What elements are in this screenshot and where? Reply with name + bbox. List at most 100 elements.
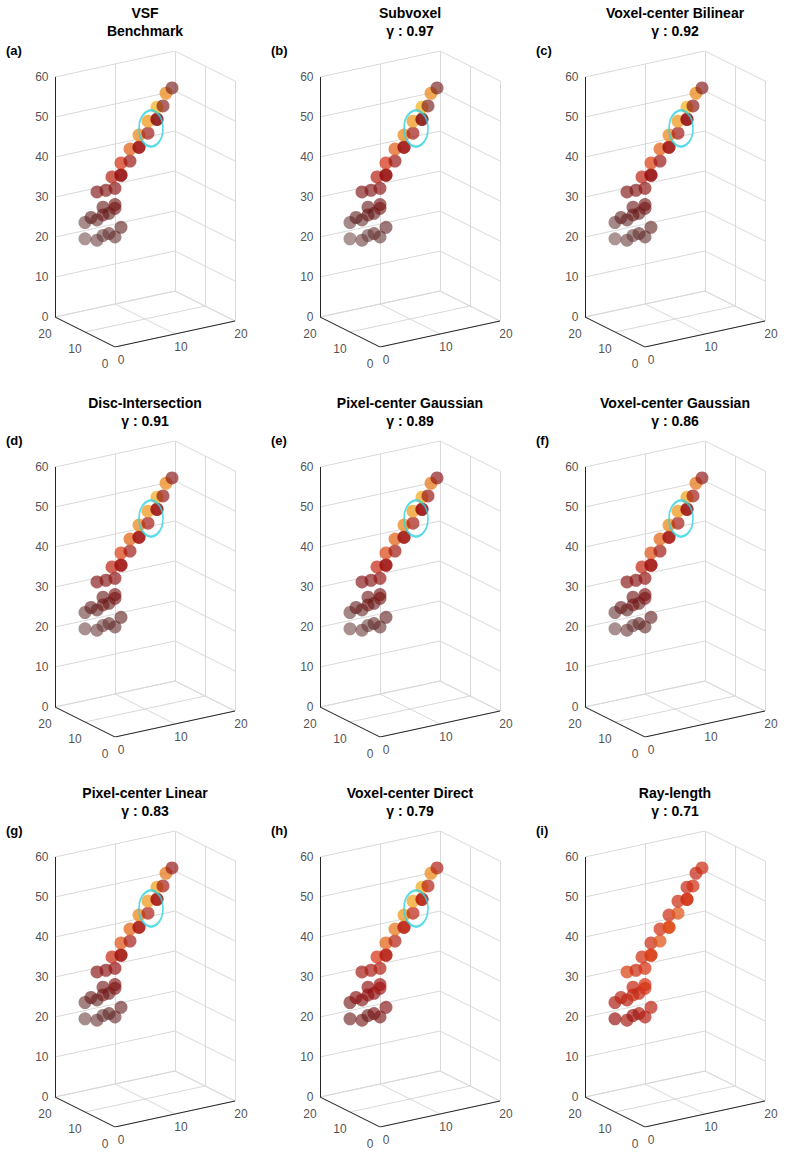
- svg-text:0: 0: [102, 357, 109, 371]
- svg-text:10: 10: [333, 342, 347, 356]
- svg-text:VSF: VSF: [131, 5, 159, 21]
- svg-text:(b): (b): [271, 43, 288, 58]
- svg-text:20: 20: [568, 717, 582, 731]
- svg-text:0: 0: [632, 747, 639, 761]
- svg-text:(c): (c): [536, 43, 552, 58]
- svg-text:Disc-Intersection: Disc-Intersection: [88, 395, 202, 411]
- svg-text:(f): (f): [536, 433, 549, 448]
- svg-text:40: 40: [300, 540, 314, 554]
- svg-text:40: 40: [35, 930, 49, 944]
- svg-text:0: 0: [42, 700, 49, 714]
- svg-text:20: 20: [300, 620, 314, 634]
- svg-text:20: 20: [303, 327, 317, 341]
- svg-text:20: 20: [300, 1010, 314, 1024]
- svg-text:20: 20: [300, 230, 314, 244]
- svg-text:60: 60: [35, 70, 49, 84]
- svg-text:20: 20: [234, 1107, 248, 1121]
- svg-text:10: 10: [565, 1050, 579, 1064]
- svg-text:Benchmark: Benchmark: [107, 23, 183, 39]
- svg-text:20: 20: [35, 1010, 49, 1024]
- svg-text:0: 0: [632, 1137, 639, 1151]
- svg-text:0: 0: [572, 1090, 579, 1104]
- svg-text:20: 20: [303, 717, 317, 731]
- svg-text:30: 30: [300, 970, 314, 984]
- svg-text:0: 0: [572, 310, 579, 324]
- svg-text:20: 20: [234, 717, 248, 731]
- svg-text:γ : 0.83: γ : 0.83: [121, 803, 169, 819]
- svg-text:10: 10: [704, 340, 718, 354]
- svg-text:50: 50: [300, 890, 314, 904]
- svg-text:0: 0: [367, 357, 374, 371]
- svg-text:30: 30: [300, 190, 314, 204]
- svg-text:50: 50: [35, 110, 49, 124]
- svg-text:20: 20: [35, 230, 49, 244]
- svg-text:10: 10: [598, 342, 612, 356]
- svg-text:0: 0: [118, 1133, 125, 1147]
- svg-text:50: 50: [35, 890, 49, 904]
- svg-text:60: 60: [300, 850, 314, 864]
- svg-text:Voxel-center Direct: Voxel-center Direct: [347, 785, 474, 801]
- svg-text:50: 50: [35, 500, 49, 514]
- svg-text:30: 30: [565, 580, 579, 594]
- svg-text:20: 20: [303, 1107, 317, 1121]
- svg-text:20: 20: [568, 1107, 582, 1121]
- svg-text:20: 20: [499, 717, 513, 731]
- svg-text:γ : 0.97: γ : 0.97: [386, 23, 434, 39]
- svg-text:30: 30: [300, 580, 314, 594]
- svg-text:60: 60: [300, 70, 314, 84]
- svg-text:20: 20: [35, 620, 49, 634]
- svg-text:20: 20: [764, 1107, 778, 1121]
- svg-text:10: 10: [300, 270, 314, 284]
- svg-text:0: 0: [307, 310, 314, 324]
- svg-text:0: 0: [307, 1090, 314, 1104]
- svg-text:10: 10: [704, 1120, 718, 1134]
- svg-text:40: 40: [35, 150, 49, 164]
- svg-text:10: 10: [174, 730, 188, 744]
- svg-text:10: 10: [439, 730, 453, 744]
- svg-text:0: 0: [648, 353, 655, 367]
- svg-text:50: 50: [300, 110, 314, 124]
- svg-text:0: 0: [367, 1137, 374, 1151]
- svg-text:10: 10: [68, 1122, 82, 1136]
- svg-text:γ : 0.92: γ : 0.92: [651, 23, 699, 39]
- svg-text:0: 0: [383, 743, 390, 757]
- svg-text:40: 40: [565, 150, 579, 164]
- svg-text:0: 0: [118, 353, 125, 367]
- svg-text:Pixel-center Gaussian: Pixel-center Gaussian: [337, 395, 483, 411]
- svg-text:20: 20: [764, 717, 778, 731]
- svg-text:0: 0: [648, 743, 655, 757]
- svg-text:γ : 0.86: γ : 0.86: [651, 413, 699, 429]
- svg-text:40: 40: [565, 540, 579, 554]
- svg-text:10: 10: [174, 1120, 188, 1134]
- svg-text:0: 0: [102, 747, 109, 761]
- svg-text:20: 20: [234, 327, 248, 341]
- svg-text:20: 20: [499, 327, 513, 341]
- svg-text:30: 30: [35, 580, 49, 594]
- svg-text:50: 50: [565, 500, 579, 514]
- svg-text:50: 50: [565, 110, 579, 124]
- svg-text:60: 60: [300, 460, 314, 474]
- svg-text:γ : 0.89: γ : 0.89: [386, 413, 434, 429]
- svg-text:30: 30: [565, 190, 579, 204]
- svg-text:0: 0: [572, 700, 579, 714]
- svg-text:(a): (a): [6, 43, 22, 58]
- svg-text:0: 0: [383, 1133, 390, 1147]
- svg-text:10: 10: [704, 730, 718, 744]
- svg-text:Voxel-center Bilinear: Voxel-center Bilinear: [606, 5, 745, 21]
- svg-text:0: 0: [42, 310, 49, 324]
- svg-text:10: 10: [174, 340, 188, 354]
- svg-text:10: 10: [565, 270, 579, 284]
- svg-text:Subvoxel: Subvoxel: [379, 5, 441, 21]
- svg-text:0: 0: [367, 747, 374, 761]
- svg-text:10: 10: [333, 732, 347, 746]
- svg-text:10: 10: [68, 342, 82, 356]
- svg-text:20: 20: [565, 1010, 579, 1024]
- svg-text:40: 40: [300, 930, 314, 944]
- svg-text:60: 60: [35, 460, 49, 474]
- svg-text:10: 10: [439, 340, 453, 354]
- svg-text:30: 30: [35, 190, 49, 204]
- svg-text:10: 10: [598, 1122, 612, 1136]
- svg-text:20: 20: [38, 717, 52, 731]
- svg-text:10: 10: [300, 1050, 314, 1064]
- svg-text:0: 0: [307, 700, 314, 714]
